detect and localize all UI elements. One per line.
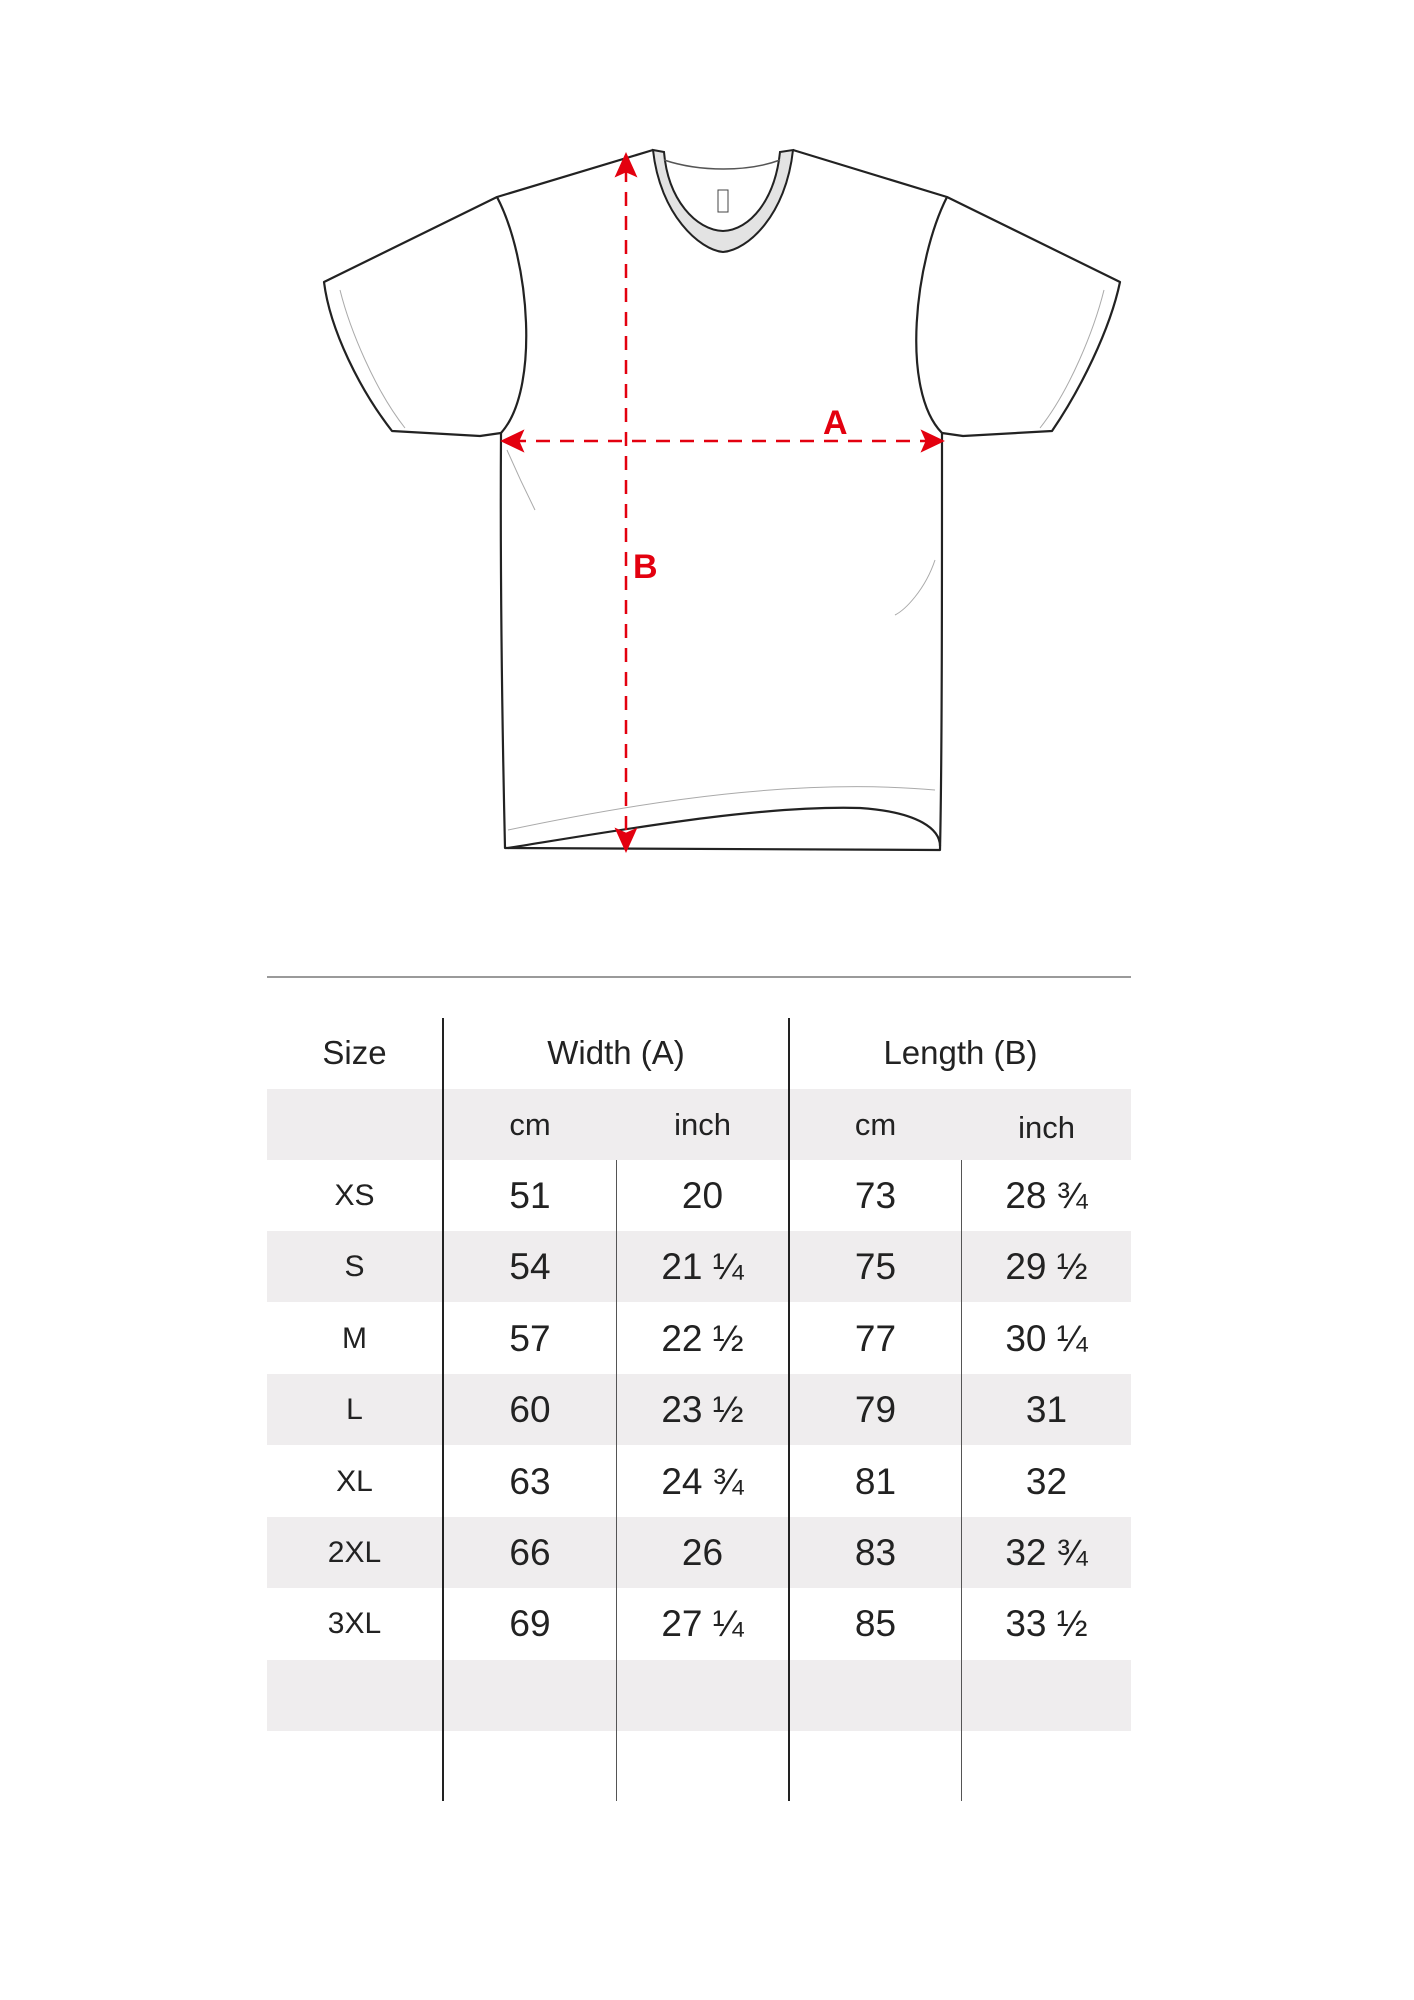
length-cm-cell: 81 — [854, 1460, 897, 1502]
arrow-down-icon — [614, 827, 638, 854]
row-stripe — [267, 1660, 1131, 1731]
length-inch-cell: 32 — [1025, 1460, 1068, 1502]
length-cm-cell: 77 — [854, 1317, 897, 1359]
collar — [651, 148, 795, 254]
unit-length-cm: cm — [854, 1107, 897, 1142]
header-length: Length (B) — [883, 1034, 1038, 1071]
width-cm-cell: 54 — [509, 1246, 551, 1288]
size-cell: 3XL — [327, 1607, 382, 1641]
hem-fold — [507, 806, 942, 850]
width-cm-cell: 51 — [509, 1175, 551, 1216]
header-width: Width (A) — [547, 1034, 685, 1071]
header-size: Size — [322, 1034, 387, 1071]
tshirt-diagram: A B — [322, 148, 1122, 854]
size-cell: 2XL — [327, 1536, 382, 1569]
width-inch-cell: 26 — [681, 1532, 724, 1573]
divider — [267, 976, 1131, 978]
column-divider — [961, 1160, 962, 1801]
length-inch-cell: 31 — [1025, 1389, 1068, 1431]
shirt-body-outline — [322, 148, 1122, 852]
width-cm-cell: 66 — [509, 1532, 551, 1573]
width-cm-cell: 69 — [509, 1603, 551, 1645]
column-divider — [788, 1018, 790, 1801]
label-a: A — [823, 404, 848, 442]
right-sleeve-seam — [915, 196, 948, 434]
units-row-bg — [267, 1089, 1131, 1160]
length-cm-cell: 73 — [854, 1175, 897, 1216]
column-divider — [442, 1018, 444, 1801]
width-inch-cell: 20 — [681, 1175, 724, 1216]
width-inch-cell: 22 ½ — [661, 1317, 744, 1359]
length-inch-cell: 30 ¼ — [1005, 1317, 1088, 1359]
width-inch-cell: 23 ½ — [661, 1389, 744, 1431]
size-cell: XS — [334, 1179, 375, 1212]
length-inch-cell: 28 ¾ — [1005, 1175, 1088, 1216]
width-cm-cell: 57 — [509, 1317, 551, 1359]
length-cm-cell: 75 — [854, 1246, 897, 1288]
length-cm-cell: 79 — [854, 1389, 897, 1431]
arrow-right-icon — [920, 429, 945, 453]
length-cm-cell: 83 — [854, 1532, 897, 1573]
row-stripe — [267, 1374, 1131, 1445]
left-sleeve-seam — [496, 196, 528, 434]
label-tag-icon — [717, 189, 729, 213]
arrow-left-icon — [500, 429, 525, 453]
length-inch-cell: 29 ½ — [1005, 1246, 1088, 1288]
size-cell: L — [346, 1393, 363, 1427]
length-inch-cell: 32 ¾ — [1005, 1532, 1088, 1573]
length-inch-cell: 33 ½ — [1005, 1603, 1088, 1645]
arrow-up-icon — [614, 151, 638, 178]
row-stripe — [267, 1517, 1131, 1588]
size-cell: S — [344, 1250, 365, 1284]
unit-width-cm: cm — [509, 1107, 551, 1142]
width-inch-cell: 24 ¾ — [661, 1460, 744, 1502]
size-cell: M — [342, 1321, 367, 1355]
label-b: B — [633, 548, 658, 586]
width-inch-cell: 27 ¼ — [661, 1603, 744, 1645]
width-cm-cell: 60 — [509, 1389, 551, 1431]
unit-length-inch: inch — [1018, 1110, 1075, 1145]
column-divider — [616, 1160, 617, 1801]
row-stripe — [267, 1231, 1131, 1302]
size-cell: XL — [336, 1464, 373, 1498]
width-inch-cell: 21 ¼ — [661, 1246, 744, 1288]
unit-width-inch: inch — [674, 1107, 731, 1142]
width-cm-cell: 63 — [509, 1460, 551, 1502]
length-cm-cell: 85 — [854, 1603, 897, 1645]
